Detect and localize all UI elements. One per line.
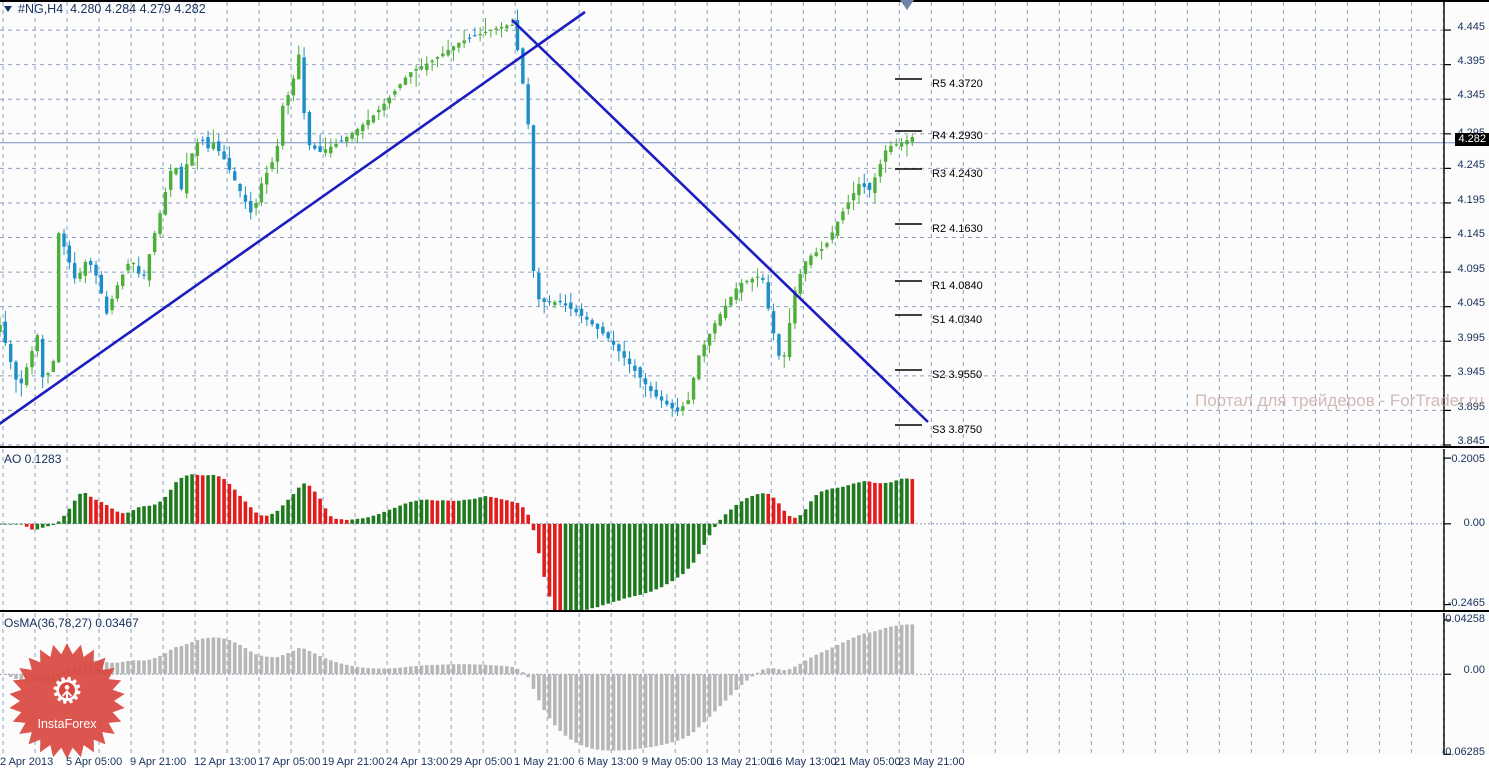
- svg-text:InstaForex: InstaForex: [37, 717, 97, 731]
